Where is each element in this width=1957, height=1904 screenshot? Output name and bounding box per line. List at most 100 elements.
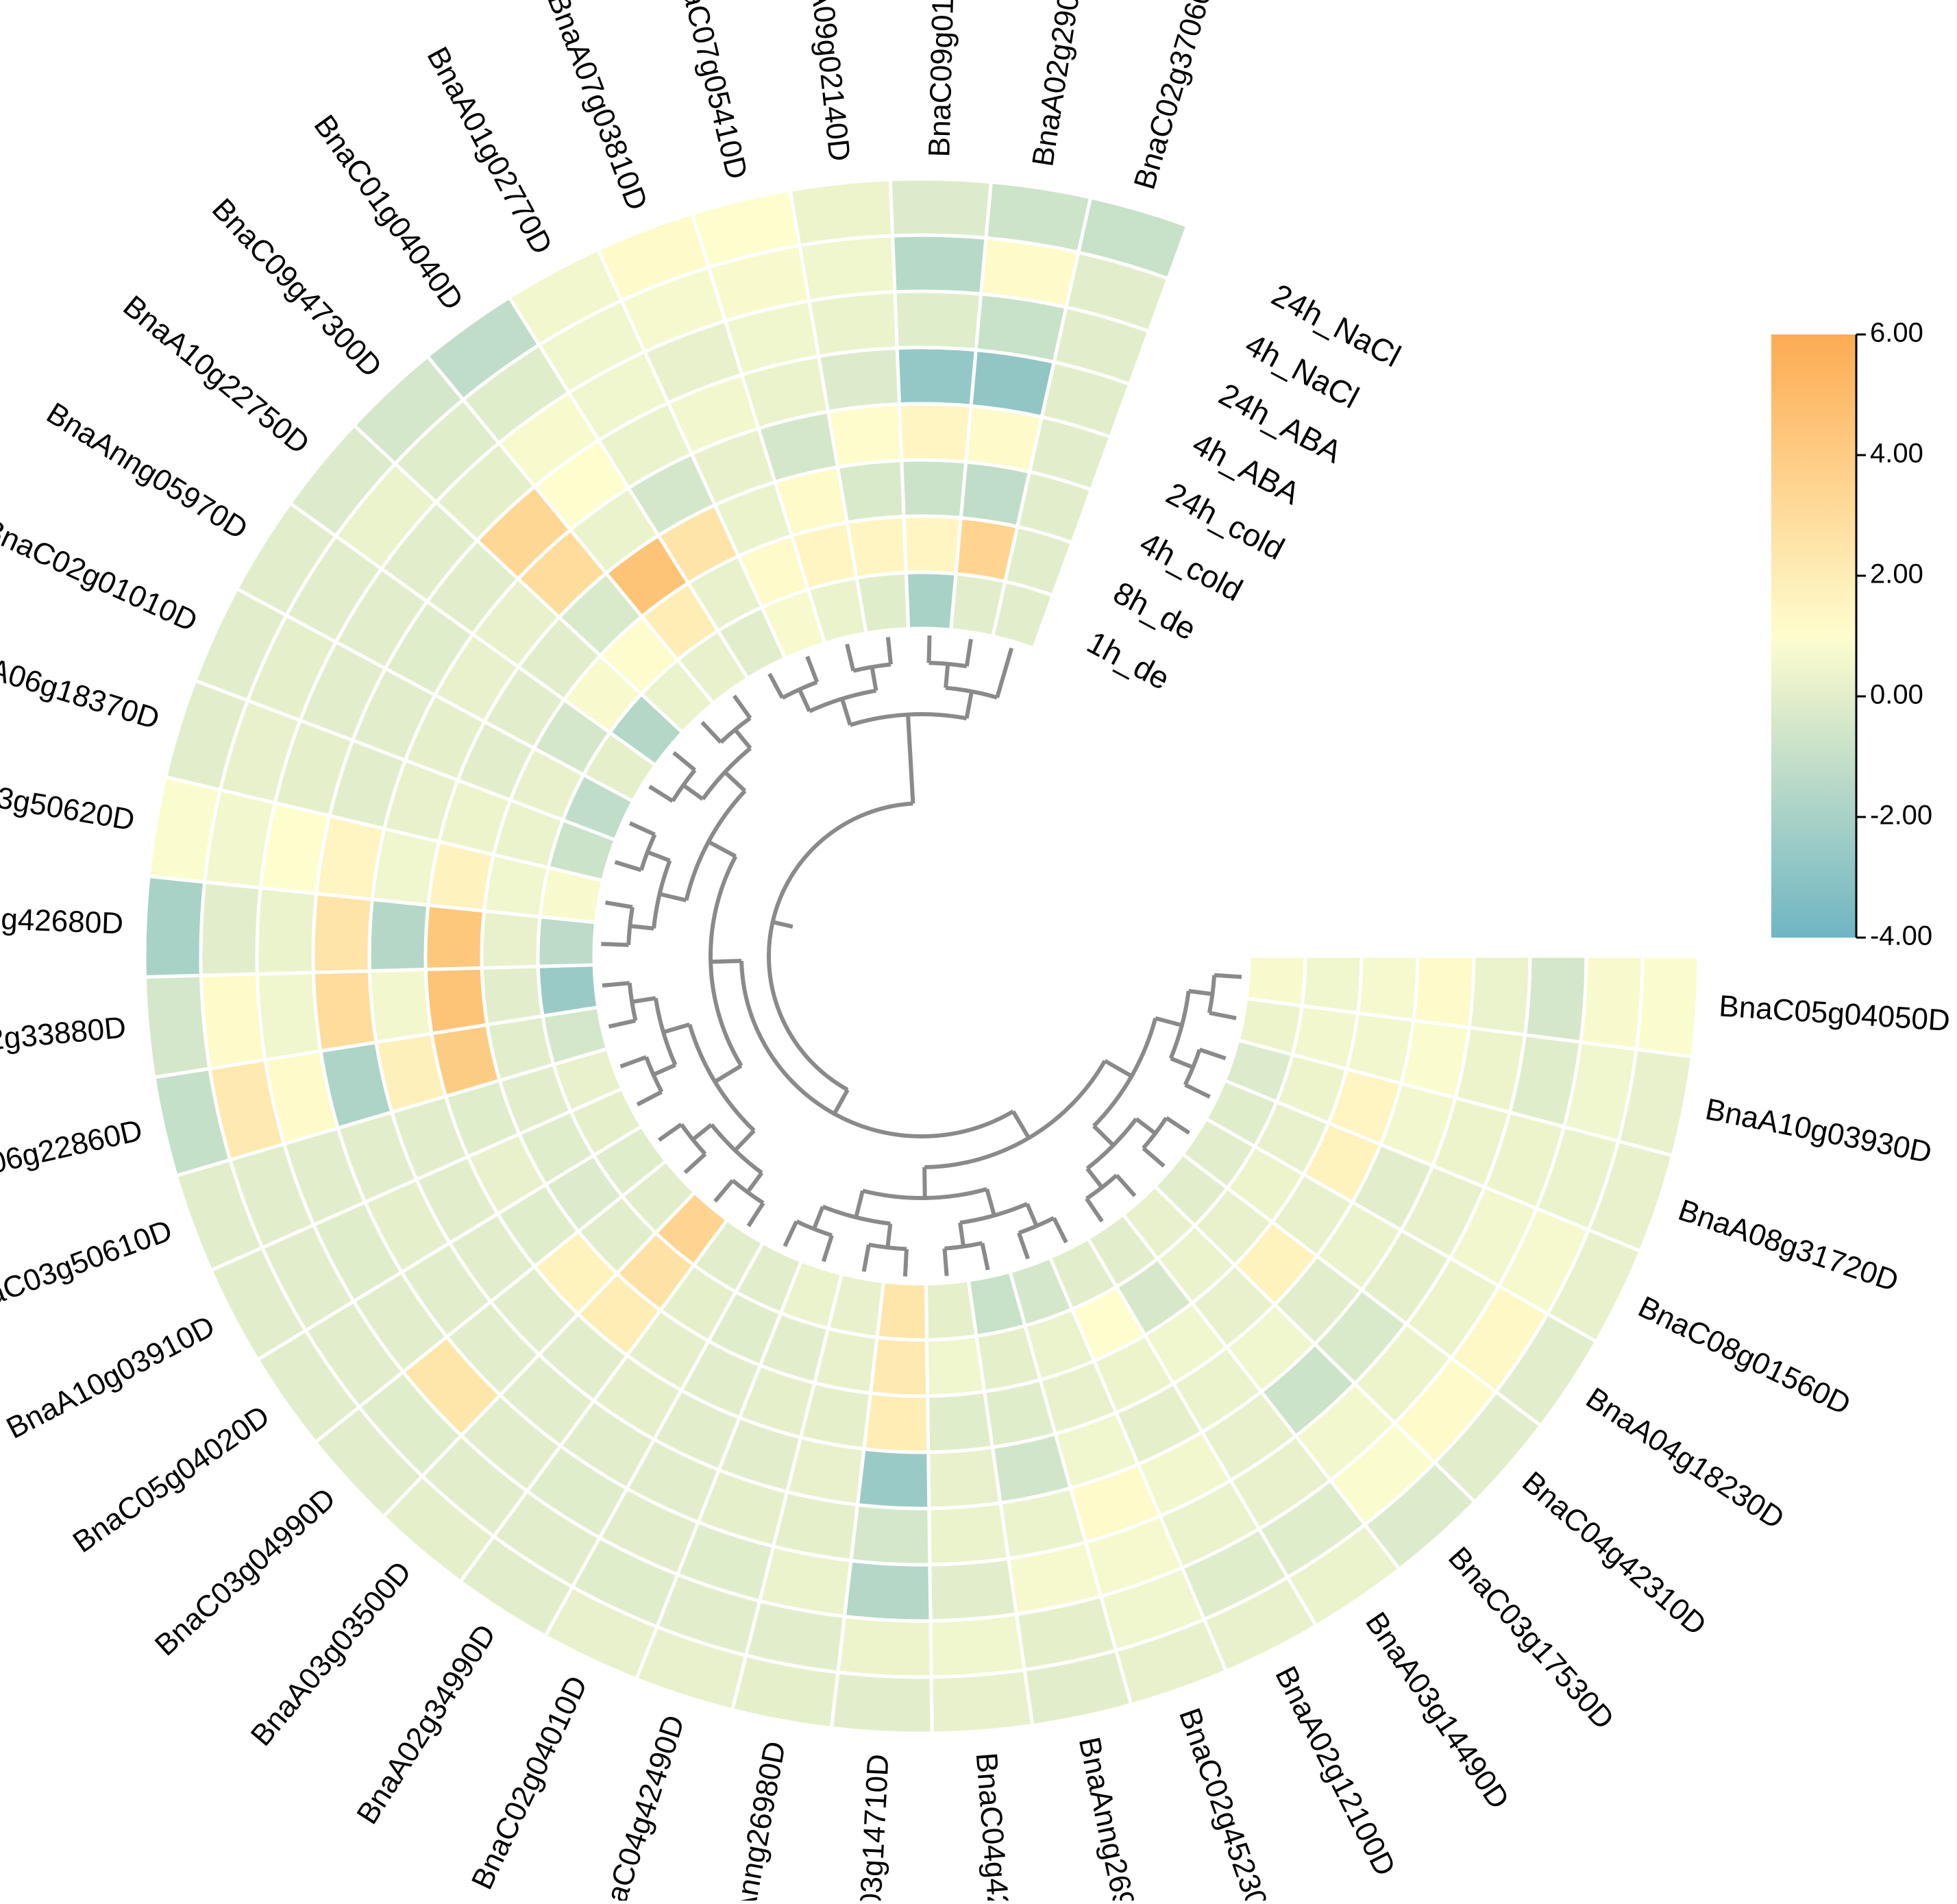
dendrogram-branch — [629, 924, 654, 931]
heatmap-cell — [1076, 195, 1190, 281]
dendrogram-branch — [733, 728, 752, 750]
heatmap-cell — [929, 1668, 1035, 1735]
dendrogram-branch — [1142, 1146, 1166, 1168]
dendrogram-branch — [746, 1201, 765, 1228]
colorbar-tick-label: 0.00 — [1870, 680, 1923, 710]
dendrogram-branch — [845, 644, 856, 672]
heatmap-cell — [849, 1502, 932, 1567]
gene-label: BnaA02g33880D — [0, 1011, 127, 1066]
dendrogram-branch — [672, 750, 696, 772]
dendrogram-branch — [659, 892, 687, 903]
dendrogram-branch — [1085, 1197, 1104, 1223]
heatmap-cell — [311, 892, 375, 975]
dendrogram-branch — [1025, 1203, 1039, 1227]
heatmap-cell — [255, 971, 323, 1062]
heatmap-cell — [835, 458, 906, 525]
gene-label: BnaC02g42680D — [0, 898, 124, 940]
dendrogram-branch — [840, 698, 852, 726]
condition-label: 1h_de — [1081, 624, 1175, 696]
gene-label: BnaC03g50610D — [0, 1214, 177, 1325]
dendrogram-branch — [1092, 1017, 1158, 1128]
dendrogram-branch — [739, 960, 1015, 1138]
gene-label: BnaC03g50620D — [0, 766, 137, 838]
dendrogram-branch — [964, 691, 974, 719]
dendrogram-branch — [1207, 975, 1217, 1014]
dendrogram-branch — [683, 1152, 707, 1175]
heatmap-cell — [928, 1612, 1026, 1679]
dendrogram-branch — [1183, 1049, 1202, 1086]
heatmap-cell — [536, 914, 598, 968]
dendrogram-root — [772, 920, 793, 929]
dendrogram-branch — [657, 1123, 683, 1142]
dendrogram-branch — [733, 694, 752, 720]
heatmap-cell — [143, 874, 207, 979]
colorbar-tick-label: 6.00 — [1870, 318, 1923, 348]
dendrogram-branch — [628, 821, 656, 837]
heatmap-cell — [900, 458, 968, 520]
gene-label: BnaA07g03810D — [541, 0, 654, 215]
dendrogram-branch — [746, 1171, 764, 1194]
heatmap-cell — [926, 1389, 995, 1454]
heatmap-cell — [868, 1335, 930, 1398]
heatmap-cell — [904, 570, 958, 632]
dendrogram-branch — [798, 688, 812, 712]
gene-label: BnaA04g18230D — [1580, 1381, 1790, 1536]
dendrogram-branch — [1155, 1016, 1183, 1027]
gene-label: BnaAnng26970D — [1072, 1734, 1153, 1901]
dendrogram-branch — [812, 1206, 825, 1230]
colorbar-tick-label: -2.00 — [1870, 801, 1932, 831]
gene-label: BnaC02g04010D — [465, 1671, 594, 1894]
dendrogram-branch — [631, 996, 656, 1004]
heatmap-cell — [143, 973, 212, 1079]
dendrogram-branch — [713, 1179, 735, 1203]
heatmap-cell — [836, 1614, 933, 1679]
heatmap-cell — [423, 966, 489, 1036]
dendrogram-branch — [1165, 1116, 1191, 1135]
heatmap-cell — [924, 1334, 987, 1398]
gene-label: BnaA10g03930D — [1703, 1093, 1934, 1170]
heatmap-cell — [480, 964, 545, 1027]
dendrogram-branch — [601, 942, 629, 947]
dendrogram-branch — [922, 1167, 927, 1199]
heatmap-cell — [816, 346, 902, 414]
gene-label: BnaA09g02140D — [799, 0, 857, 163]
gene-label: BnaA02g29030D — [1026, 0, 1094, 169]
heatmap-cell — [875, 1279, 929, 1342]
gene-label: BnaA06g22860D — [0, 1113, 145, 1196]
heatmap-cell — [897, 402, 973, 464]
gene-label: BnaA08g31720D — [1674, 1193, 1902, 1298]
dendrogram-branch — [1198, 1047, 1227, 1061]
dendrogram-branch — [1092, 1124, 1115, 1147]
dendrogram-branch — [619, 1055, 648, 1069]
gene-label: BnaA03g14710D — [850, 1753, 895, 1901]
heatmap-cell — [927, 1500, 1011, 1567]
dendrogram-branch — [958, 1222, 966, 1247]
colorbar-tick-label: 2.00 — [1870, 559, 1923, 589]
dendrogram-branch — [652, 1063, 676, 1077]
gene-label: BnaC01g04040D — [308, 109, 470, 317]
dendrogram-branch — [944, 663, 950, 688]
dendrogram-branch — [608, 1018, 637, 1029]
dendrogram-branch — [942, 1248, 949, 1276]
dendrogram-branch — [691, 1123, 713, 1142]
dendrogram-branch — [821, 1234, 834, 1262]
heatmap-cell — [423, 903, 487, 972]
gene-label: BnaC03g17530D — [1442, 1541, 1621, 1736]
dendrogram-branch — [682, 783, 704, 801]
heatmap-cell — [536, 963, 600, 1018]
heatmap-cell — [255, 886, 319, 976]
colorbar: 6.00 4.00 2.00 0.00 -2.00 -4.00 — [1771, 318, 1932, 951]
colorbar-ticks: 6.00 4.00 2.00 0.00 -2.00 -4.00 — [1856, 318, 1932, 951]
gene-label: BnaC08g01560D — [1633, 1290, 1856, 1421]
gene-label: BnaC04g42490D — [589, 1711, 691, 1901]
gene-label: BnaAnng05970D — [40, 396, 253, 546]
heatmap-cell — [854, 570, 911, 635]
heatmap-cell — [928, 1557, 1019, 1623]
heatmap-cell — [788, 178, 895, 248]
dendrogram-branch — [648, 784, 674, 803]
dendrogram-branch — [783, 1220, 799, 1247]
dendrogram-branch — [906, 714, 915, 804]
heatmap-cell — [842, 1559, 933, 1623]
dendrogram-branch — [605, 900, 633, 910]
dendrogram-branch — [805, 655, 820, 683]
